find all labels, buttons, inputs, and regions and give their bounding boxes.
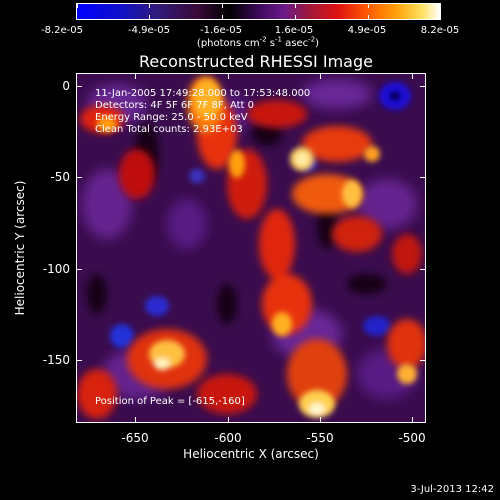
overlay-detectors: Detectors: 4F 5F 6F 7F 8F, Att 0 <box>95 100 255 111</box>
colorbar-tick-label: 1.6e-05 <box>274 25 314 36</box>
overlay-energy-range: Energy Range: 25.0 - 50.0 keV <box>95 112 248 123</box>
y-tick-label: -150 <box>42 353 70 367</box>
overlay-counts: Clean Total counts: 2.93E+03 <box>95 124 243 135</box>
colorbar-tick-label: -4.9e-05 <box>128 25 170 36</box>
y-axis-label: Heliocentric Y (arcsec) <box>13 180 27 316</box>
y-tick-label: -50 <box>50 170 70 184</box>
x-axis-label: Heliocentric X (arcsec) <box>183 447 319 461</box>
colorbar-tick-label: -1.6e-05 <box>200 25 242 36</box>
colorbar-tick-label: 8.2e-05 <box>420 25 460 36</box>
rhessi-image: 11-Jan-2005 17:49:28.000 to 17:53:48.000… <box>76 73 426 423</box>
image-title: Reconstructed RHESSI Image <box>139 52 373 71</box>
y-tick-label: -100 <box>42 262 70 276</box>
overlay-time-range: 11-Jan-2005 17:49:28.000 to 17:53:48.000 <box>95 88 311 99</box>
timestamp: 3-Jul-2013 12:42 <box>410 484 494 495</box>
x-tick-label: -500 <box>398 431 426 445</box>
x-tick-label: -600 <box>214 431 242 445</box>
heatmap-image <box>77 74 425 422</box>
y-tick-label: 0 <box>62 79 70 93</box>
colorbar-units: (photons cm-2 s-1 asec-2) <box>196 35 320 49</box>
colorbar <box>76 3 441 20</box>
colorbar-tick-label: -8.2e-05 <box>41 25 83 36</box>
overlay-peak-position: Position of Peak = [-615,-160] <box>95 396 245 407</box>
colorbar-tick-label: 4.9e-05 <box>347 25 387 36</box>
x-tick-label: -650 <box>121 431 149 445</box>
x-tick-label: -550 <box>306 431 334 445</box>
